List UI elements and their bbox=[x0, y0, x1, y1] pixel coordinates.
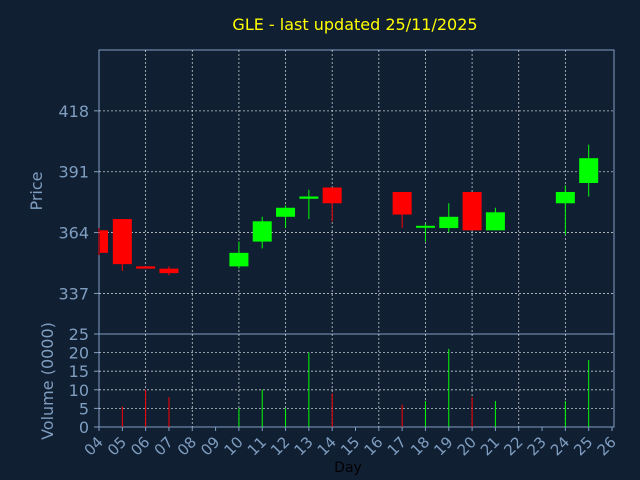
x-tick-label: 25 bbox=[570, 433, 596, 459]
x-tick-label: 12 bbox=[267, 433, 293, 459]
x-tick-label: 09 bbox=[197, 433, 223, 459]
candle-body bbox=[100, 230, 108, 253]
volume-panel-frame bbox=[98, 333, 615, 428]
candle-body bbox=[252, 221, 272, 242]
volume-axis-label: Volume (0000) bbox=[38, 322, 57, 440]
x-tick-label: 05 bbox=[104, 433, 130, 459]
price-axis-label: Price bbox=[27, 171, 46, 210]
candle-body bbox=[136, 266, 156, 269]
price-tick-label: 391 bbox=[58, 163, 89, 182]
x-tick-label: 08 bbox=[174, 433, 200, 459]
candle-body bbox=[159, 268, 179, 274]
x-tick-label: 11 bbox=[244, 433, 270, 459]
x-tick-label: 04 bbox=[81, 433, 107, 459]
x-tick-label: 23 bbox=[524, 433, 550, 459]
candle-body bbox=[276, 207, 296, 217]
candle-body bbox=[322, 187, 342, 204]
volume-tick-label: 10 bbox=[69, 381, 89, 400]
volume-tick-label: 25 bbox=[69, 325, 89, 344]
volume-tick-label: 15 bbox=[69, 362, 89, 381]
x-tick-label: 19 bbox=[430, 433, 456, 459]
x-tick-label: 17 bbox=[384, 433, 410, 459]
candle-body bbox=[229, 252, 249, 267]
candle-body bbox=[555, 192, 575, 204]
price-tick-label: 337 bbox=[58, 284, 89, 303]
candle-body bbox=[462, 192, 482, 231]
x-tick-label: 07 bbox=[151, 433, 177, 459]
x-tick-label: 26 bbox=[594, 433, 620, 459]
x-tick-label: 15 bbox=[337, 433, 363, 459]
candle-body bbox=[392, 192, 412, 215]
x-axis-label: Day bbox=[334, 460, 362, 476]
volume-tick-label: 5 bbox=[79, 399, 89, 418]
chart-title: GLE - last updated 25/11/2025 bbox=[232, 15, 477, 34]
x-tick-label: 20 bbox=[454, 433, 480, 459]
x-tick-label: 24 bbox=[547, 433, 573, 459]
candle-body bbox=[112, 219, 132, 265]
x-tick-label: 22 bbox=[500, 433, 526, 459]
candle-body bbox=[485, 212, 505, 231]
x-tick-label: 10 bbox=[221, 433, 247, 459]
x-tick-label: 14 bbox=[314, 433, 340, 459]
price-tick-label: 364 bbox=[58, 224, 89, 243]
volume-tick-label: 20 bbox=[69, 344, 89, 363]
x-tick-label: 06 bbox=[127, 433, 153, 459]
price-panel-frame bbox=[98, 49, 615, 335]
candle-body bbox=[439, 216, 459, 229]
x-tick-label: 18 bbox=[407, 433, 433, 459]
candle-body bbox=[299, 196, 319, 199]
candle-body bbox=[415, 225, 435, 228]
plot-layer: 3373643914180510152025040506070809101112… bbox=[58, 49, 620, 459]
volume-tick-label: 0 bbox=[79, 418, 89, 437]
x-tick-label: 13 bbox=[290, 433, 316, 459]
x-tick-label: 21 bbox=[477, 433, 503, 459]
candle-body bbox=[579, 158, 599, 183]
price-tick-label: 418 bbox=[58, 102, 89, 121]
x-tick-label: 16 bbox=[360, 433, 386, 459]
